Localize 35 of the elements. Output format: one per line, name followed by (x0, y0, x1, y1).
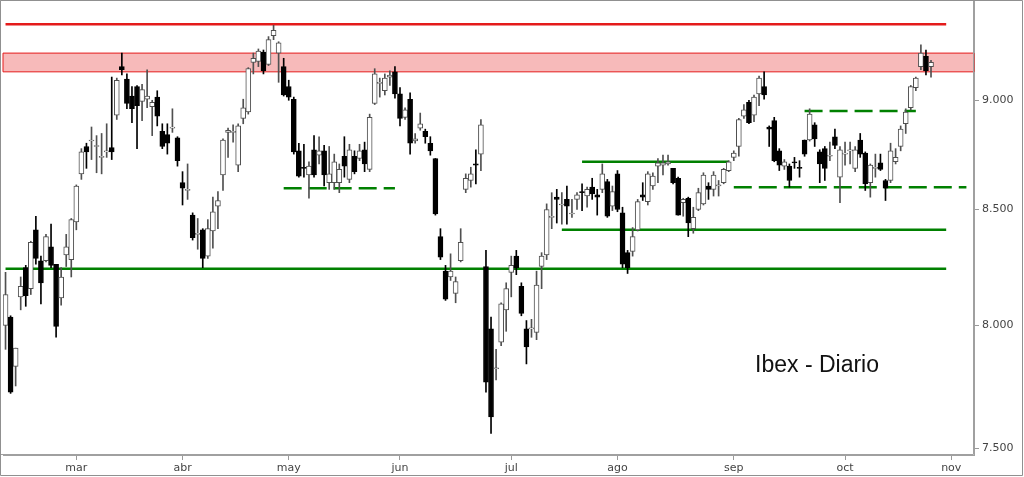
candlestick (569, 199, 575, 218)
y-tick-label: 9.000 (982, 93, 1014, 107)
candlestick (473, 149, 479, 185)
candlestick (144, 69, 150, 109)
candlestick (827, 141, 833, 161)
candlestick (301, 143, 307, 178)
x-tick-label: nov (941, 461, 962, 475)
x-tick-label: abr (173, 461, 193, 475)
x-tick-label: jun (390, 461, 409, 475)
candlestick (847, 141, 853, 165)
candlestick (119, 52, 125, 76)
x-tick-label: may (276, 461, 302, 475)
candlestick (316, 136, 322, 165)
x-tick-label: mar (65, 461, 88, 475)
y-tick-label: 8.000 (982, 318, 1014, 332)
annotation: Ibex - Diario (755, 351, 879, 378)
candlestick (215, 191, 221, 230)
x-tick-label: jul (503, 461, 518, 475)
candlestick (225, 127, 231, 158)
x-tick-label: ago (607, 461, 628, 475)
y-tick-label: 7.500 (982, 441, 1014, 455)
candlestick (326, 146, 333, 190)
candlestick (493, 349, 499, 381)
candlestick (108, 76, 115, 160)
candlestick (574, 192, 580, 210)
candlestick (564, 185, 570, 225)
y-tick-label: 8.500 (982, 202, 1014, 216)
candlestick (680, 197, 687, 217)
candlestick (306, 161, 312, 199)
candlestick (103, 123, 110, 158)
candlestick (553, 189, 560, 224)
candlestick (149, 99, 156, 136)
x-tick-label: oct (836, 461, 855, 475)
x-tick-label: sep (724, 461, 744, 475)
candlestick (559, 192, 565, 225)
